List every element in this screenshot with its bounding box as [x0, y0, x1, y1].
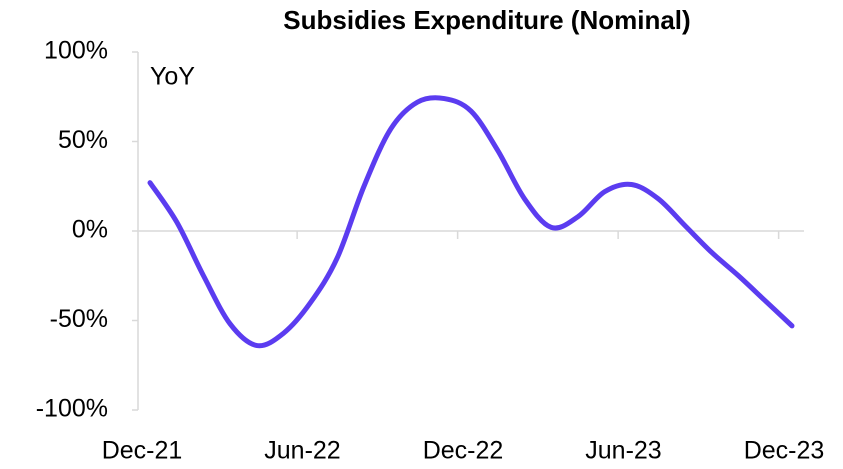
x-tick-label: Jun-23	[585, 437, 661, 465]
annotation: YoY	[150, 63, 195, 91]
line-series	[147, 95, 795, 349]
chart-title: Subsidies Expenditure (Nominal)	[283, 5, 690, 35]
y-tick-label: -50%	[50, 305, 108, 333]
x-tick-label: Jun-22	[264, 437, 340, 465]
y-tick-label: 50%	[58, 126, 108, 154]
x-tick-label: Dec-23	[744, 437, 825, 465]
x-tick-label: Dec-21	[102, 437, 183, 465]
y-tick-label: 100%	[44, 37, 108, 65]
y-tick-label: -100%	[36, 395, 108, 423]
y-tick-label: 0%	[72, 216, 108, 244]
x-tick-label: Dec-22	[423, 437, 504, 465]
